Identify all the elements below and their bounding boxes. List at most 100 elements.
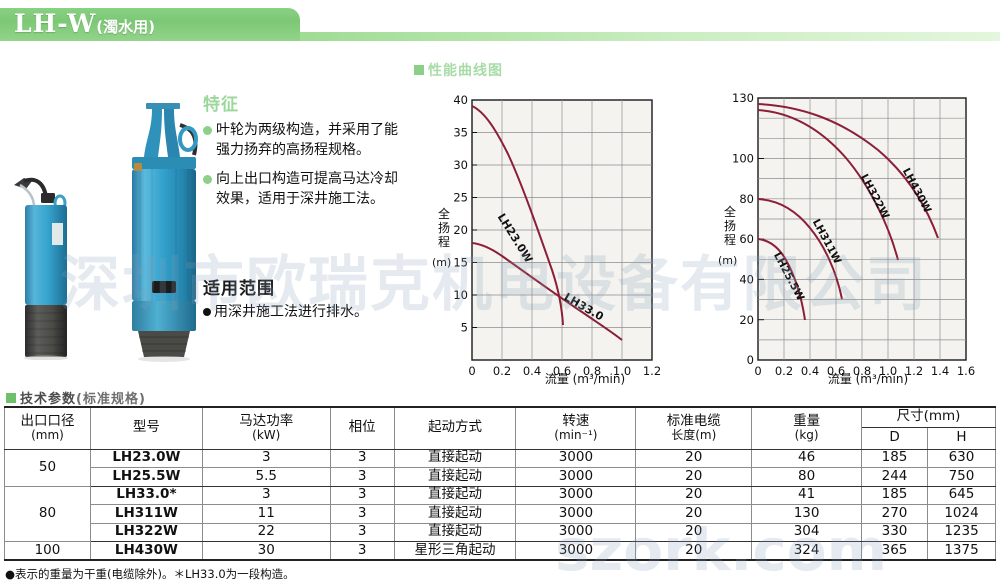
features-title: 特征	[203, 95, 239, 115]
cell-phase: 3	[329, 448, 395, 468]
cell-speed: 3000	[515, 504, 637, 524]
th-start-method: 起动方式	[393, 406, 517, 450]
th-label: 马达功率	[239, 412, 294, 429]
th-phase: 相位	[329, 406, 395, 450]
pump-photo-small	[8, 145, 80, 361]
cell-dim-d: 185	[861, 485, 928, 505]
cell-model: LH430W	[89, 541, 203, 561]
cell-phase: 3	[329, 504, 395, 524]
cell-power: 3	[201, 448, 331, 468]
cell-speed: 3000	[515, 467, 637, 487]
feature-item: 向上出口构造可提高马达冷却效果，适用于深井施工法。	[203, 170, 403, 210]
svg-text:1.4: 1.4	[931, 364, 949, 378]
cell-start: 直接起动	[393, 504, 517, 524]
svg-text:1.2: 1.2	[905, 364, 923, 378]
svg-text:5: 5	[461, 321, 468, 335]
cell-model: LH23.0W	[89, 448, 203, 468]
svg-text:(m): (m)	[432, 256, 451, 269]
cell-start: 星形三角起动	[393, 541, 517, 561]
table-row: LH25.5W 5.5 3 直接起动 3000 20 80 244 750	[5, 467, 997, 487]
svg-text:35: 35	[453, 126, 468, 140]
table-row: 100 LH430W 30 3 星形三角起动 3000 20 324 365 1…	[4, 541, 997, 561]
model-suffix: (濁水用)	[96, 18, 156, 36]
cell-power: 3	[201, 485, 331, 505]
cell-model: LH25.5W	[89, 467, 203, 487]
svg-text:80: 80	[739, 192, 754, 206]
cell-cable: 20	[635, 448, 753, 468]
th-label: 相位	[348, 419, 376, 436]
spec-table: 出口口径 (mm) 型号 马达功率 (kW) 相位 起动方式 转速	[4, 406, 997, 561]
table-subheader-row: D H	[5, 427, 997, 450]
svg-text:0: 0	[468, 364, 475, 377]
svg-text:20: 20	[739, 313, 754, 327]
cell-speed: 3000	[515, 522, 637, 542]
application-text: 用深井施工法进行排水。	[214, 304, 368, 320]
svg-text:0: 0	[747, 353, 754, 367]
cell-dim-h: 645	[926, 485, 997, 505]
cell-speed: 3000	[515, 541, 637, 561]
cell-weight: 41	[751, 485, 863, 505]
svg-text:40: 40	[739, 273, 754, 287]
chart2-xlabel: 流量 (m³/min)	[827, 372, 909, 386]
model-code: LH-W	[14, 9, 97, 38]
svg-text:0.8: 0.8	[853, 364, 871, 378]
section-square-icon	[6, 393, 16, 403]
svg-text:1.2: 1.2	[643, 364, 661, 377]
cell-power: 5.5	[201, 467, 331, 487]
svg-text:0.2: 0.2	[493, 364, 511, 377]
svg-text:0: 0	[754, 364, 761, 378]
charts-section-label: 性能曲线图	[428, 63, 503, 79]
cell-dim-h: 1024	[926, 504, 997, 524]
header-gradient-band	[0, 32, 1000, 41]
spec-title-paren: (标准规格)	[76, 392, 146, 407]
cell-dim-d: 365	[861, 541, 928, 561]
performance-chart-2: 130 100 80 60 40 20 0 0 0.2 0.4 0.6 0.8 …	[718, 88, 990, 386]
cell-dim-h: 1235	[926, 522, 997, 542]
header-tab-shape	[0, 8, 300, 41]
cell-phase: 3	[329, 541, 395, 561]
cell-weight: 46	[751, 448, 863, 468]
svg-text:15: 15	[453, 256, 468, 270]
th-weight: 重量 (kg)	[751, 406, 863, 450]
charts-section-title: 性能曲线图	[414, 60, 503, 80]
bullet-dot-icon	[203, 126, 212, 135]
th-unit: (kW)	[252, 428, 281, 443]
feature-text: 向上出口构造可提高马达冷却效果，适用于深井施工法。	[216, 170, 398, 207]
svg-text:0.2: 0.2	[775, 364, 793, 378]
svg-text:20: 20	[453, 223, 468, 237]
cell-weight: 130	[751, 504, 863, 524]
bullet-dot-icon	[203, 308, 211, 316]
cell-port: 80	[4, 485, 91, 542]
svg-text:130: 130	[732, 91, 754, 105]
cell-cable: 20	[635, 522, 753, 542]
svg-text:全: 全	[438, 206, 450, 221]
feature-text: 叶轮为两级构造，并采用了能强力扬弃的高扬程规格。	[216, 122, 398, 158]
th-unit: (kg)	[794, 428, 819, 443]
table-row: 50 LH23.0W 3 3 直接起动 3000 20 46 185 630	[4, 448, 997, 487]
svg-text:全: 全	[724, 204, 736, 219]
spec-title-main: 技术参数	[20, 392, 77, 407]
cell-power: 22	[201, 522, 331, 542]
page-title: LH-W(濁水用)	[14, 9, 155, 38]
th-label: D	[889, 429, 900, 446]
cell-cable: 20	[635, 541, 753, 561]
chart1-xlabel: 流量 (m³/min)	[544, 372, 626, 386]
th-label: 尺寸(mm)	[896, 408, 961, 425]
svg-text:60: 60	[739, 232, 754, 246]
th-model: 型号	[89, 406, 203, 450]
th-unit: 长度(m)	[671, 428, 717, 443]
svg-text:0.4: 0.4	[523, 364, 541, 377]
th-label: 型号	[132, 419, 160, 436]
th-speed: 转速 (min⁻¹)	[515, 406, 637, 450]
cell-dim-d: 270	[861, 504, 928, 524]
cell-port: 100	[4, 541, 91, 561]
svg-text:1.6: 1.6	[957, 364, 975, 378]
cell-cable: 20	[635, 504, 753, 524]
table-row: LH311W 11 3 直接起动 3000 20 130 270 1024	[5, 504, 997, 524]
cell-dim-d: 185	[861, 448, 928, 468]
cell-cable: 20	[635, 467, 753, 487]
applications-block: 适用范围 用深井施工法进行排水。	[203, 274, 413, 332]
cell-model: LH311W	[89, 504, 203, 524]
svg-text:30: 30	[453, 158, 468, 172]
table-row: 80 LH33.0* 3 3 直接起动 3000 20 41 185 645	[4, 485, 997, 542]
